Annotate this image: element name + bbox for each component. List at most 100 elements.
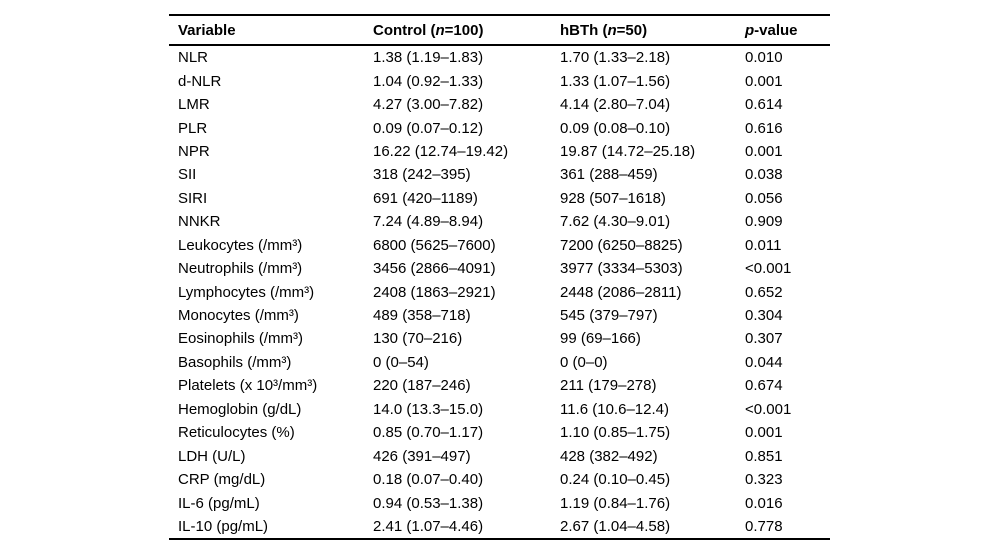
table-row: Lymphocytes (/mm³) 2408 (1863–2921) 2448… [169,280,830,303]
cell-variable: NPR [178,142,210,160]
cell-p-value: 0.011 [745,236,782,254]
cell-hbth-value: 361 (288–459) [560,166,658,184]
cell-control-value: 220 (187–246) [373,377,471,395]
cell-variable: Reticulocytes (%) [178,424,295,442]
cell-variable: NNKR [178,213,221,231]
table-row: PLR 0.09 (0.07–0.12) 0.09 (0.08–0.10) 0.… [169,116,830,139]
cell-hbth-value: 0.24 (0.10–0.45) [560,471,671,489]
cell-hbth-value: 1.19 (0.84–1.76) [560,494,671,512]
cell-variable: IL-6 (pg/mL) [178,494,260,512]
table-row: IL-6 (pg/mL) 0.94 (0.53–1.38) 1.19 (0.84… [169,491,830,514]
cell-p-value: 0.323 [745,471,783,489]
results-table: Variable Control (n=100) hBTh (n=50) p-v… [169,14,830,541]
cell-hbth-value: 2448 (2086–2811) [560,283,682,301]
table-row: SIRI 691 (420–1189) 928 (507–1618) 0.056 [169,187,830,210]
cell-control-value: 426 (391–497) [373,447,471,465]
cell-p-value: 0.909 [745,213,783,231]
cell-control-value: 3456 (2866–4091) [373,260,496,278]
cell-hbth-value: 0 (0–0) [560,353,608,371]
table-row: d-NLR 1.04 (0.92–1.33) 1.33 (1.07–1.56) … [169,69,830,92]
cell-p-value: 0.001 [745,424,783,442]
cell-control-value: 4.27 (3.00–7.82) [373,96,484,114]
table-row: Neutrophils (/mm³) 3456 (2866–4091) 3977… [169,257,830,280]
cell-variable: Monocytes (/mm³) [178,307,299,325]
cell-p-value: 0.038 [745,166,783,184]
cell-p-value: 0.614 [745,96,783,114]
cell-control-value: 489 (358–718) [373,307,471,325]
cell-control-value: 0.18 (0.07–0.40) [373,471,484,489]
table-row: Basophils (/mm³) 0 (0–54) 0 (0–0) 0.044 [169,351,830,374]
cell-hbth-value: 4.14 (2.80–7.04) [560,96,671,114]
cell-variable: CRP (mg/dL) [178,471,266,489]
cell-p-value: <0.001 [745,400,792,418]
cell-variable: PLR [178,119,208,137]
cell-p-value: 0.001 [745,142,783,160]
cell-control-value: 691 (420–1189) [373,189,478,207]
header-control-prefix: Control ( [373,21,436,39]
cell-hbth-value: 428 (382–492) [560,447,658,465]
header-pvalue-suffix: -value [754,21,798,39]
cell-variable: LDH (U/L) [178,447,246,465]
cell-control-value: 2.41 (1.07–4.46) [373,517,484,535]
cell-variable: Eosinophils (/mm³) [178,330,304,348]
cell-hbth-value: 1.70 (1.33–2.18) [560,49,671,67]
cell-hbth-value: 211 (179–278) [560,377,657,395]
header-variable: Variable [169,15,373,46]
table-row: NLR 1.38 (1.19–1.83) 1.70 (1.33–2.18) 0.… [169,45,830,69]
table-row: NPR 16.22 (12.74–19.42) 19.87 (14.72–25.… [169,140,830,163]
cell-p-value: 0.056 [745,189,783,207]
cell-variable: d-NLR [178,72,222,90]
header-hbth-n: n [607,21,617,39]
cell-variable: IL-10 (pg/mL) [178,517,269,535]
cell-hbth-value: 99 (69–166) [560,330,641,348]
cell-p-value: 0.778 [745,517,783,535]
table-body: NLR 1.38 (1.19–1.83) 1.70 (1.33–2.18) 0.… [169,45,830,539]
cell-hbth-value: 2.67 (1.04–4.58) [560,517,671,535]
cell-variable: LMR [178,96,210,114]
header-pvalue: p-value [745,15,830,46]
cell-p-value: 0.616 [745,119,783,137]
cell-hbth-value: 3977 (3334–5303) [560,260,683,278]
header-pvalue-p: p [745,21,755,39]
cell-control-value: 14.0 (13.3–15.0) [373,400,484,418]
cell-hbth-value: 545 (379–797) [560,307,658,325]
cell-control-value: 1.04 (0.92–1.33) [373,72,484,90]
table-row: Leukocytes (/mm³) 6800 (5625–7600) 7200 … [169,234,830,257]
cell-control-value: 318 (242–395) [373,166,471,184]
cell-control-value: 6800 (5625–7600) [373,236,496,254]
cell-p-value: <0.001 [745,260,792,278]
cell-p-value: 0.851 [745,447,783,465]
table-row: Eosinophils (/mm³) 130 (70–216) 99 (69–1… [169,327,830,350]
table-row: Hemoglobin (g/dL) 14.0 (13.3–15.0) 11.6 … [169,398,830,421]
cell-p-value: 0.674 [745,377,783,395]
cell-p-value: 0.010 [745,49,783,67]
cell-control-value: 0.09 (0.07–0.12) [373,119,484,137]
table-header: Variable Control (n=100) hBTh (n=50) p-v… [169,15,830,46]
cell-p-value: 0.016 [745,494,783,512]
cell-hbth-value: 1.10 (0.85–1.75) [560,424,671,442]
cell-control-value: 1.38 (1.19–1.83) [373,49,484,67]
header-control-n: n [435,21,445,39]
cell-hbth-value: 7200 (6250–8825) [560,236,683,254]
cell-variable: Hemoglobin (g/dL) [178,400,302,418]
table-row: Monocytes (/mm³) 489 (358–718) 545 (379–… [169,304,830,327]
cell-hbth-value: 1.33 (1.07–1.56) [560,72,671,90]
cell-variable: Basophils (/mm³) [178,353,292,371]
table-row: SII 318 (242–395) 361 (288–459) 0.038 [169,163,830,186]
cell-control-value: 0.94 (0.53–1.38) [373,494,484,512]
header-row: Variable Control (n=100) hBTh (n=50) p-v… [169,15,830,46]
cell-variable: SII [178,166,197,184]
cell-variable: Leukocytes (/mm³) [178,236,303,254]
cell-p-value: 0.652 [745,283,783,301]
table-row: LMR 4.27 (3.00–7.82) 4.14 (2.80–7.04) 0.… [169,93,830,116]
header-control: Control (n=100) [373,15,560,46]
header-hbth-prefix: hBTh ( [560,21,608,39]
cell-p-value: 0.044 [745,353,783,371]
cell-variable: Lymphocytes (/mm³) [178,283,315,301]
cell-p-value: 0.001 [745,72,783,90]
header-hbth-suffix: =50) [616,21,648,39]
header-hbth: hBTh (n=50) [560,15,745,46]
cell-hbth-value: 11.6 (10.6–12.4) [560,400,669,418]
cell-variable: Platelets (x 10³/mm³) [178,377,318,395]
